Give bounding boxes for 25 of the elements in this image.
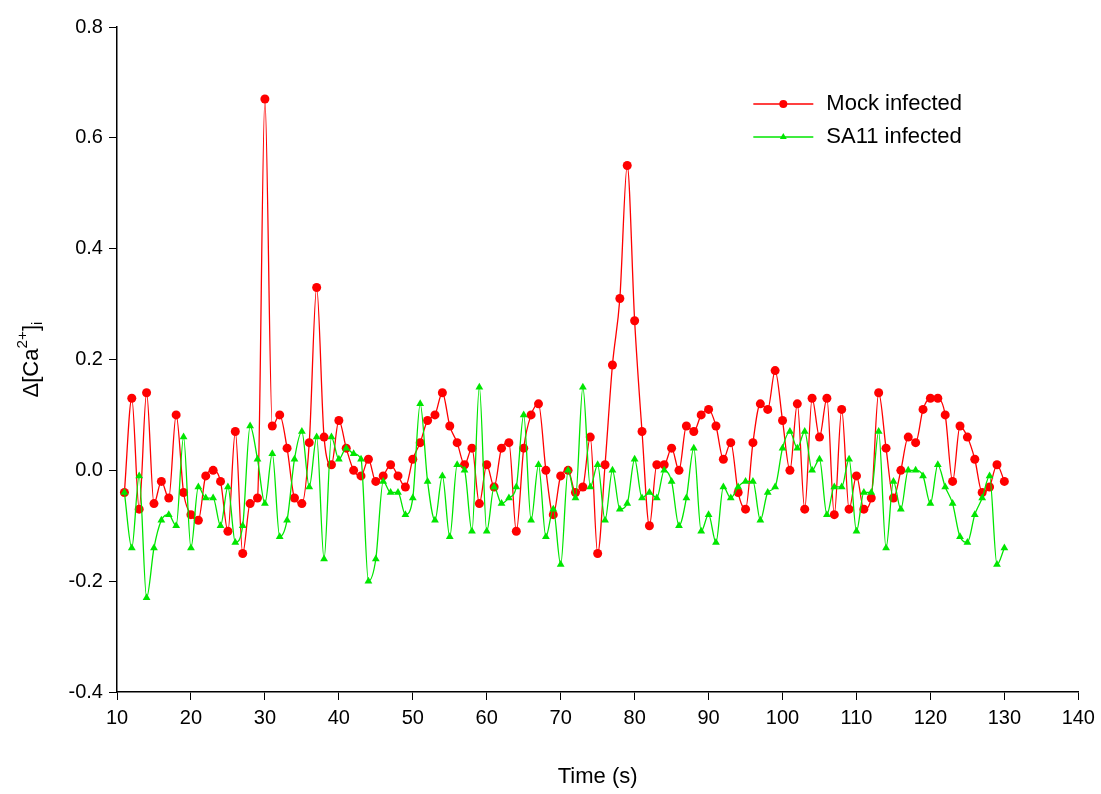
- y-tick-label: -0.4: [68, 679, 103, 702]
- y-tick-label: -0.2: [68, 568, 103, 591]
- y-tick-label: 0.8: [75, 14, 103, 37]
- y-tick-label: 0.0: [75, 457, 103, 480]
- x-tick-label: 120: [913, 705, 948, 728]
- x-tick-label: 70: [549, 705, 572, 728]
- y-tick-label: 0.2: [75, 347, 103, 370]
- x-tick-label: 40: [327, 705, 350, 728]
- x-tick-label: 50: [401, 705, 424, 728]
- y-tick-label: 0.6: [75, 125, 103, 148]
- y-axis-title: Δ[Ca2+]i: [13, 321, 45, 398]
- x-axis-title: Time (s): [557, 762, 638, 788]
- x-tick-label: 140: [1061, 705, 1095, 728]
- x-tick-label: 10: [105, 705, 129, 728]
- x-tick-label: 90: [697, 705, 720, 728]
- x-tick-label: 100: [765, 705, 800, 728]
- x-tick-label: 30: [253, 705, 277, 728]
- x-tick-label: 130: [987, 705, 1022, 728]
- y-tick-label: 0.4: [75, 236, 103, 259]
- x-tick-label: 20: [179, 705, 203, 728]
- x-tick-label: 80: [623, 705, 646, 728]
- x-tick-label: 110: [840, 705, 873, 728]
- legend-label: Mock infected: [826, 90, 963, 116]
- legend-label: SA11 infected: [826, 123, 962, 149]
- x-tick-label: 60: [475, 705, 498, 728]
